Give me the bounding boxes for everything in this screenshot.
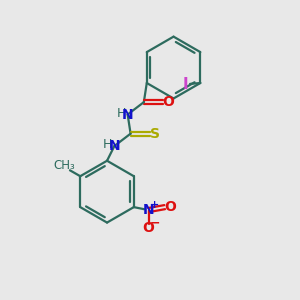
- Text: O: O: [162, 95, 174, 109]
- Text: N: N: [122, 107, 134, 122]
- Text: CH₃: CH₃: [53, 159, 75, 172]
- Text: N: N: [143, 203, 154, 217]
- Text: O: O: [164, 200, 176, 214]
- Text: N: N: [109, 139, 120, 153]
- Text: I: I: [183, 77, 188, 92]
- Text: +: +: [150, 200, 159, 210]
- Text: −: −: [150, 217, 160, 230]
- Text: H: H: [103, 138, 112, 151]
- Text: O: O: [142, 221, 154, 235]
- Text: S: S: [150, 127, 160, 141]
- Text: H: H: [116, 106, 126, 119]
